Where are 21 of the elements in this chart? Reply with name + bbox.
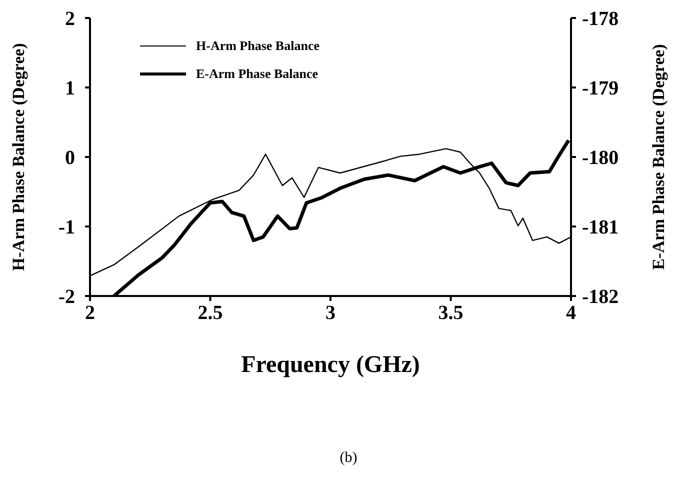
y-tick-label: 1: [65, 78, 75, 100]
y-tick-label: -2: [58, 286, 75, 308]
y2-tick-label: -182: [582, 286, 619, 308]
x-axis-title: Frequency (GHz): [241, 352, 420, 378]
y2-tick-label: -179: [582, 78, 619, 100]
x-tick-label: 3: [326, 302, 336, 324]
x-tick-label: 3.5: [438, 302, 464, 324]
text: (b): [338, 450, 358, 467]
y-tick-label: 0: [65, 147, 75, 170]
y-tick-label: 2: [65, 8, 75, 30]
legend-label: E-Arm Phase Balance: [196, 66, 318, 82]
y2-axis-title: E-Arm Phase Balance (Degree): [649, 44, 668, 270]
y2-tick-label: -181: [582, 216, 619, 239]
x-tick-label: 2.5: [198, 302, 223, 324]
y-tick-label: -1: [58, 216, 75, 239]
y2-tick-label: -180: [582, 147, 619, 170]
legend-label: H-Arm Phase Balance: [196, 38, 320, 54]
x-tick-label: 4: [566, 302, 576, 324]
x-tick-label: 2: [85, 302, 95, 324]
y-axis-title: H-Arm Phase Balance (Degree): [9, 43, 28, 271]
y2-tick-label: -178: [582, 8, 619, 30]
